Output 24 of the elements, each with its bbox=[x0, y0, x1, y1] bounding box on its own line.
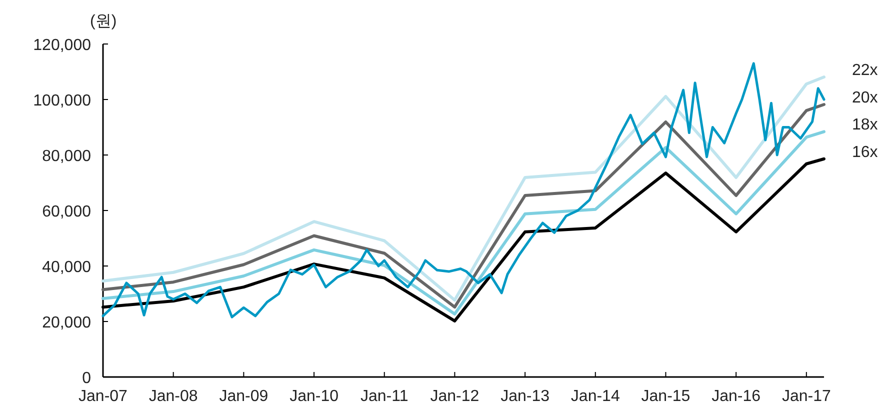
line-series bbox=[102, 130, 826, 316]
x-tick-label: Jan-15 bbox=[641, 388, 690, 405]
series-label: 22x bbox=[852, 62, 878, 80]
y-tick-label: 20,000 bbox=[42, 314, 92, 332]
x-tick-label: Jan-11 bbox=[360, 388, 408, 405]
y-tick-label: 40,000 bbox=[42, 259, 92, 276]
y-tick-label: 60,000 bbox=[42, 204, 92, 220]
x-tick-label: Jan-13 bbox=[500, 388, 550, 405]
x-tick-label: Jan-08 bbox=[148, 388, 198, 405]
y-tick-label: 80,000 bbox=[42, 148, 92, 165]
x-tick-label: Jan-17 bbox=[782, 388, 831, 405]
series-label: 18x bbox=[852, 116, 878, 134]
x-tick-label: Jan-09 bbox=[219, 388, 268, 405]
x-tick-label: Jan-16 bbox=[712, 388, 761, 405]
y-tick-label: 0 bbox=[82, 370, 92, 387]
series-label: 16x bbox=[852, 144, 878, 161]
series-label: 20x bbox=[852, 89, 878, 106]
x-tick-label: Jan-07 bbox=[78, 388, 128, 405]
x-tick-label: Jan-10 bbox=[290, 388, 339, 405]
y-tick-label: 100,000 bbox=[33, 92, 92, 110]
y-axis-title: (원) bbox=[90, 13, 117, 30]
y-tick-label: 120,000 bbox=[33, 37, 92, 54]
x-tick-label: Jan-12 bbox=[430, 388, 480, 405]
x-tick-label: Jan-14 bbox=[570, 388, 620, 405]
